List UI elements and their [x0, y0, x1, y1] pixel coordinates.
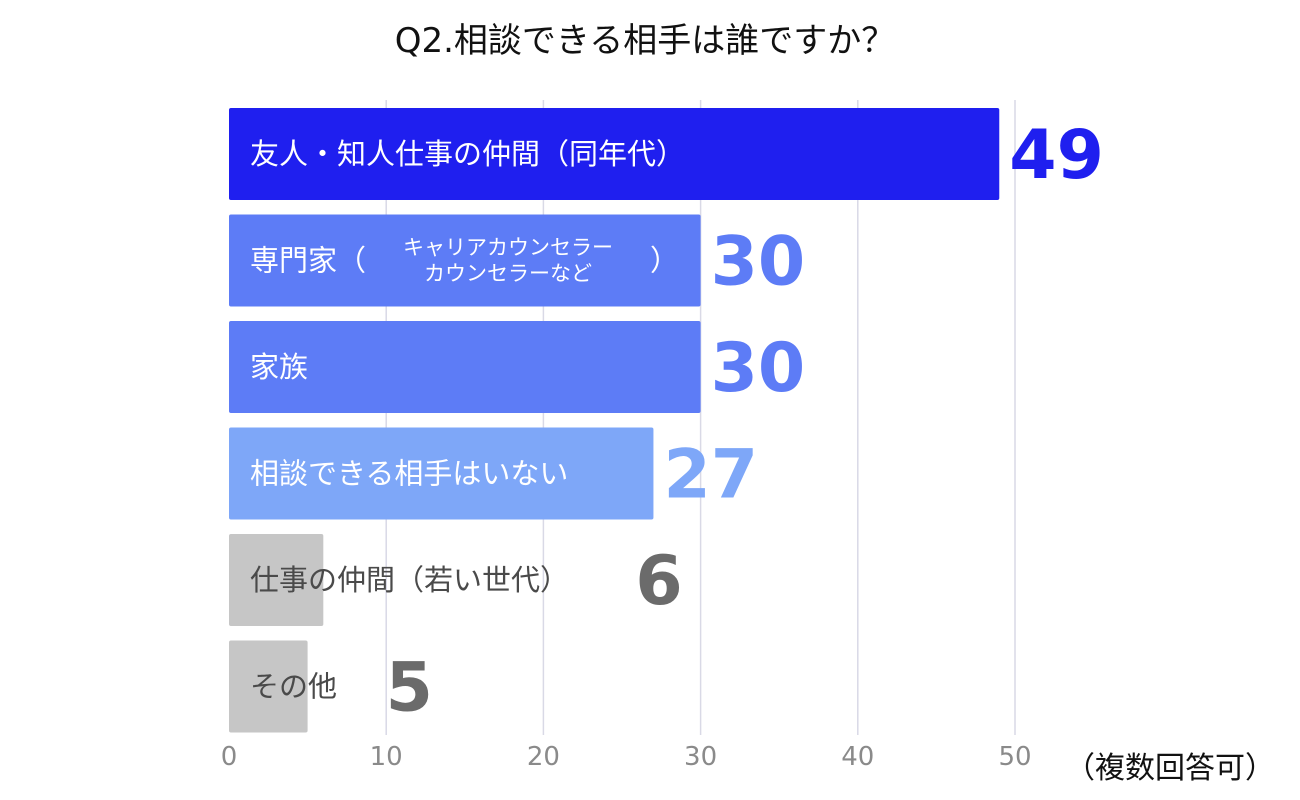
x-tick-label: 40 [841, 742, 874, 772]
grid-lines [385, 100, 1016, 735]
value-label: 5 [386, 649, 433, 728]
bar-label-prefix: 専門家（ [250, 244, 366, 278]
x-axis-ticks: 0 10 20 30 40 50 [221, 742, 1032, 772]
bar-label: 仕事の仲間（若い世代） [250, 563, 569, 597]
bar-label: 友人・知人仕事の仲間（同年代） [250, 137, 685, 171]
multiple-answers-note: （複数回答可） [1065, 751, 1275, 786]
value-label: 49 [1009, 116, 1104, 195]
x-tick-label: 30 [684, 742, 717, 772]
bar-group: 相談できる相手はいない 27 [229, 427, 758, 520]
x-tick-label: 20 [527, 742, 560, 772]
bar [229, 427, 654, 520]
bar [229, 321, 701, 413]
bar-label-suffix: ） [650, 244, 679, 278]
value-label: 30 [711, 329, 806, 408]
bar-group: 仕事の仲間（若い世代） 6 [229, 534, 683, 626]
bar [229, 534, 324, 626]
chart-title: Q2.相談できる相手は誰ですか？ [395, 21, 896, 61]
value-label: 6 [635, 542, 682, 621]
bar [229, 214, 701, 307]
x-tick-label: 0 [221, 742, 238, 772]
bar-group: その他 5 [229, 640, 433, 733]
value-label: 30 [711, 223, 806, 302]
bar-label: 家族 [250, 350, 308, 384]
bar-group: 家族 30 [229, 321, 805, 413]
bar-label: 相談できる相手はいない [250, 457, 568, 491]
x-tick-label: 10 [370, 742, 403, 772]
bar [229, 108, 1000, 200]
bar-label-detail: カウンセラーなど [424, 262, 592, 286]
bar-group: 友人・知人仕事の仲間（同年代） 49 [229, 108, 1104, 200]
x-tick-label: 50 [998, 742, 1031, 772]
bar [229, 640, 308, 733]
bar-label-detail: キャリアカウンセラー [403, 236, 613, 260]
value-label: 27 [663, 436, 758, 515]
bar-label: その他 [250, 670, 337, 704]
